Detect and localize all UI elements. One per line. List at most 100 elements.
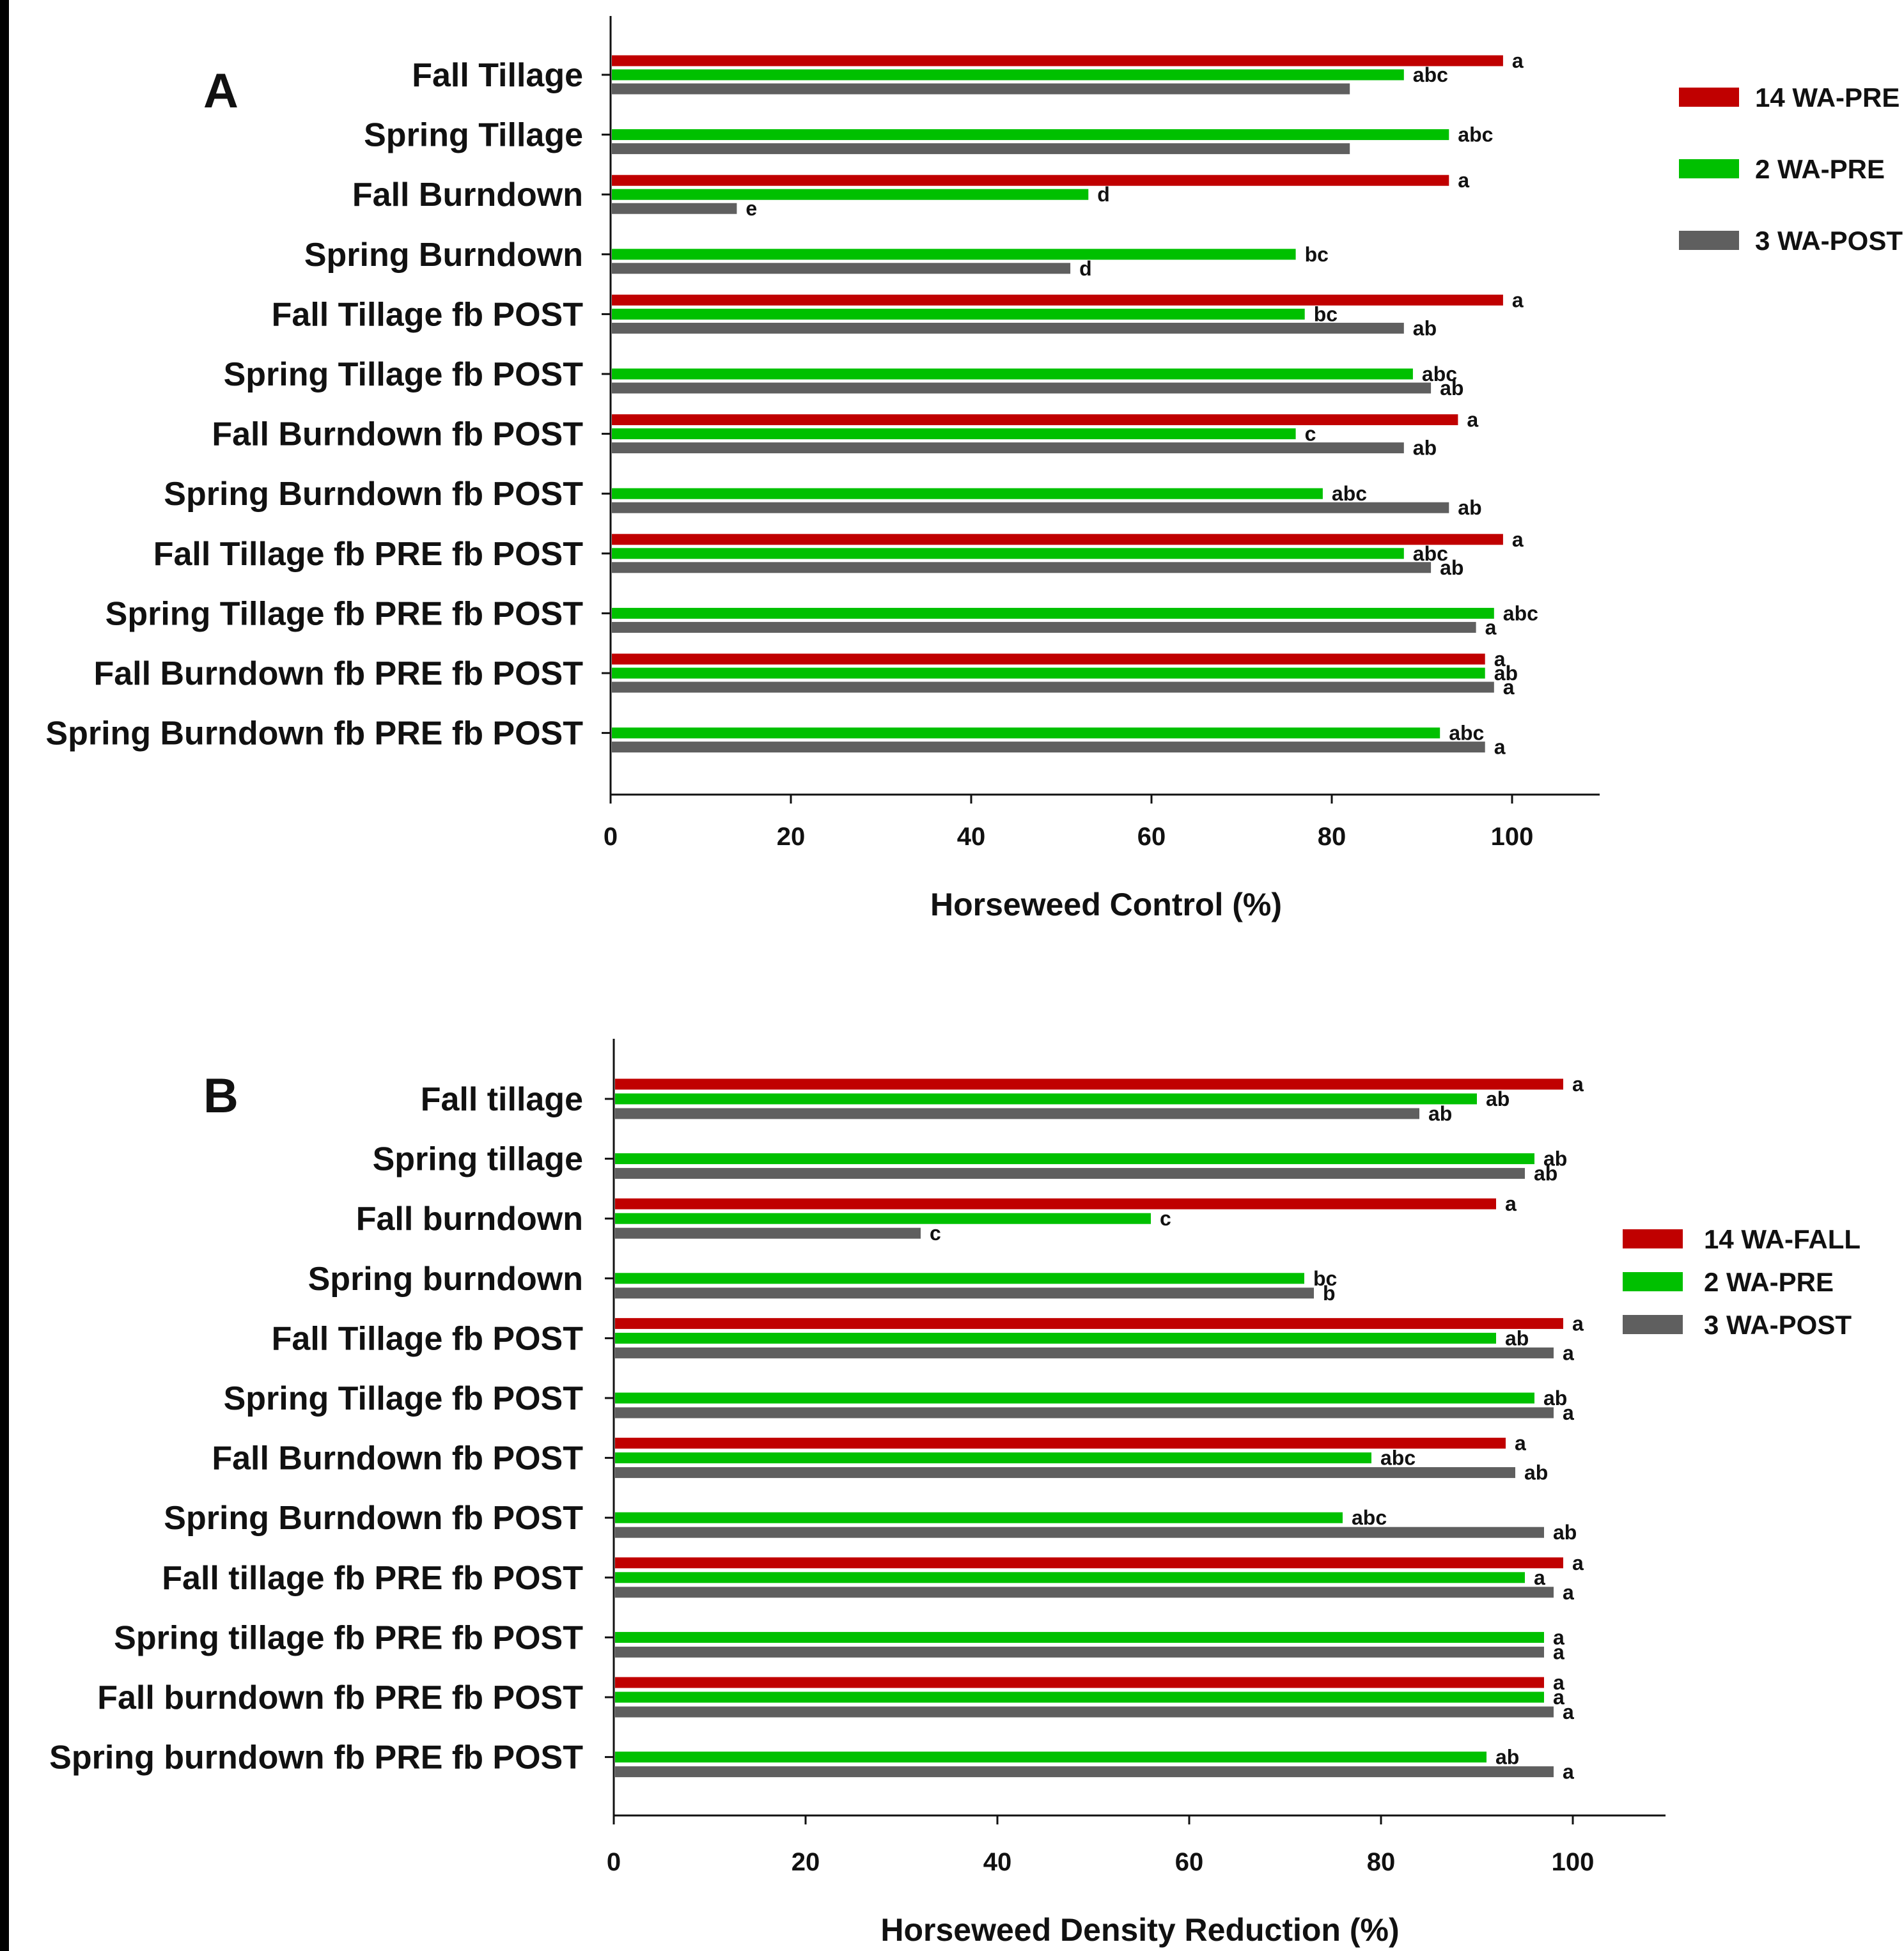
significance-letter: a <box>1563 1341 1574 1364</box>
significance-letter: a <box>1458 169 1469 192</box>
legend-swatch <box>1679 159 1739 178</box>
x-tick-label: 60 <box>1137 823 1166 851</box>
bar <box>615 1646 1544 1658</box>
bar <box>612 368 1413 380</box>
significance-letter: a <box>1515 1432 1526 1455</box>
significance-letter: c <box>930 1222 941 1245</box>
significance-letter: a <box>1512 288 1524 311</box>
significance-letter: a <box>1494 648 1506 671</box>
category-label: Fall Burndown fb POST <box>212 416 583 453</box>
category-label: Fall tillage fb PRE fb POST <box>162 1560 583 1597</box>
x-axis-title: Horseweed Density Reduction (%) <box>880 1912 1399 1948</box>
bar <box>615 1287 1314 1299</box>
bar <box>615 1587 1554 1598</box>
legend-label: 14 WA-FALL <box>1704 1224 1861 1254</box>
bar <box>612 562 1432 573</box>
bar <box>615 1557 1563 1569</box>
significance-letter: ab <box>1413 316 1437 339</box>
bar <box>612 129 1449 141</box>
significance-letter: ab <box>1524 1461 1548 1484</box>
significance-letter: c <box>1305 423 1316 446</box>
significance-letter: b <box>1323 1282 1336 1305</box>
bar <box>615 1273 1304 1284</box>
significance-letter: a <box>1512 528 1524 551</box>
bar <box>612 607 1494 619</box>
x-tick-label: 100 <box>1552 1848 1595 1876</box>
bar <box>612 263 1071 274</box>
significance-letter: a <box>1553 1626 1565 1649</box>
significance-letter: ab <box>1428 1102 1452 1125</box>
significance-letter: a <box>1512 49 1524 72</box>
legend-label: 14 WA-PRE <box>1755 82 1900 113</box>
significance-letter: ab <box>1458 496 1481 519</box>
significance-letter: a <box>1563 1761 1574 1784</box>
category-label: Fall Tillage <box>412 57 583 94</box>
bar <box>612 175 1449 186</box>
bar <box>612 382 1432 394</box>
bar <box>612 488 1323 499</box>
significance-letter: ab <box>1413 437 1437 460</box>
significance-letter: ab <box>1534 1162 1557 1185</box>
bar <box>612 69 1404 81</box>
bar <box>615 1318 1563 1329</box>
significance-letter: abc <box>1422 362 1457 385</box>
bar <box>615 1093 1477 1105</box>
significance-letter: bc <box>1313 1267 1337 1290</box>
significance-letter: a <box>1505 1192 1517 1215</box>
bar <box>615 1168 1525 1179</box>
significance-letter: ab <box>1543 1147 1567 1170</box>
significance-letter: abc <box>1413 63 1448 86</box>
bar <box>615 1332 1496 1344</box>
bar <box>615 1347 1554 1358</box>
significance-letter: abc <box>1449 722 1484 745</box>
bar <box>612 534 1503 545</box>
bar <box>612 189 1089 200</box>
significance-letter: c <box>1160 1207 1171 1230</box>
bar <box>612 249 1296 260</box>
category-label: Spring Burndown fb POST <box>164 476 583 513</box>
bar <box>612 742 1485 753</box>
category-label: Fall burndown <box>356 1201 583 1238</box>
x-tick-label: 20 <box>792 1848 820 1876</box>
bar <box>615 1512 1343 1523</box>
bar <box>612 308 1305 320</box>
bar <box>612 727 1440 739</box>
bar <box>615 1631 1544 1643</box>
significance-letter: a <box>1553 1671 1565 1694</box>
category-label: Spring Burndown <box>304 237 583 274</box>
bar <box>612 83 1350 95</box>
bar <box>615 1227 921 1239</box>
x-tick-label: 40 <box>957 823 986 851</box>
bar <box>612 653 1485 665</box>
bar <box>612 502 1449 513</box>
significance-letter: ab <box>1543 1387 1567 1410</box>
bar <box>615 1677 1544 1688</box>
significance-letter: a <box>1534 1566 1545 1589</box>
bar <box>612 55 1503 66</box>
bar <box>612 143 1350 155</box>
bar <box>615 1213 1151 1224</box>
bar <box>612 621 1476 633</box>
legend-swatch <box>1679 231 1739 250</box>
bar <box>615 1078 1563 1090</box>
bar <box>615 1467 1515 1479</box>
legend-swatch <box>1679 88 1739 107</box>
significance-letter: bc <box>1305 243 1329 266</box>
significance-letter: ab <box>1440 556 1463 579</box>
category-label: Fall Tillage fb PRE fb POST <box>153 536 583 573</box>
panel-label: A <box>203 64 238 118</box>
bar <box>612 548 1404 559</box>
category-label: Spring tillage fb PRE fb POST <box>114 1619 583 1656</box>
bar <box>615 1527 1544 1538</box>
bar <box>615 1572 1525 1583</box>
category-label: Spring tillage <box>373 1141 583 1178</box>
significance-letter: e <box>745 197 757 220</box>
significance-letter: abc <box>1413 542 1448 565</box>
significance-letter: a <box>1553 1686 1565 1709</box>
category-label: Fall tillage <box>421 1081 583 1118</box>
significance-letter: a <box>1563 1700 1574 1723</box>
significance-letter: ab <box>1505 1326 1529 1349</box>
significance-letter: d <box>1079 257 1092 280</box>
bar <box>615 1766 1554 1778</box>
